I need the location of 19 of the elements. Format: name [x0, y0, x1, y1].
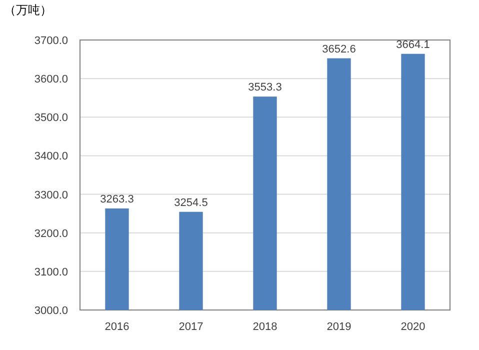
x-tick-label: 2017 — [178, 321, 204, 333]
y-tick-label: 3400.0 — [34, 150, 68, 163]
data-label: 3553.3 — [248, 82, 282, 94]
data-label: 3652.6 — [322, 43, 356, 56]
x-tick-label: 2020 — [400, 321, 426, 333]
data-label: 3254.5 — [174, 196, 208, 209]
y-axis-title: （万吨） — [4, 3, 52, 17]
y-tick-label: 3300.0 — [34, 189, 68, 202]
y-tick-label: 3000.0 — [34, 305, 68, 317]
x-tick-label: 2019 — [326, 321, 352, 333]
y-tick-label: 3600.0 — [34, 74, 68, 86]
y-tick-label: 3100.0 — [34, 266, 68, 278]
x-tick-label: 2018 — [252, 321, 278, 333]
y-tick-label: 3700.0 — [34, 35, 68, 47]
y-tick-label: 3200.0 — [34, 228, 68, 240]
data-label: 3664.1 — [396, 38, 430, 51]
data-label: 3263.3 — [100, 193, 134, 206]
x-tick-label: 2016 — [104, 321, 130, 333]
y-tick-label: 3500.0 — [34, 112, 68, 124]
